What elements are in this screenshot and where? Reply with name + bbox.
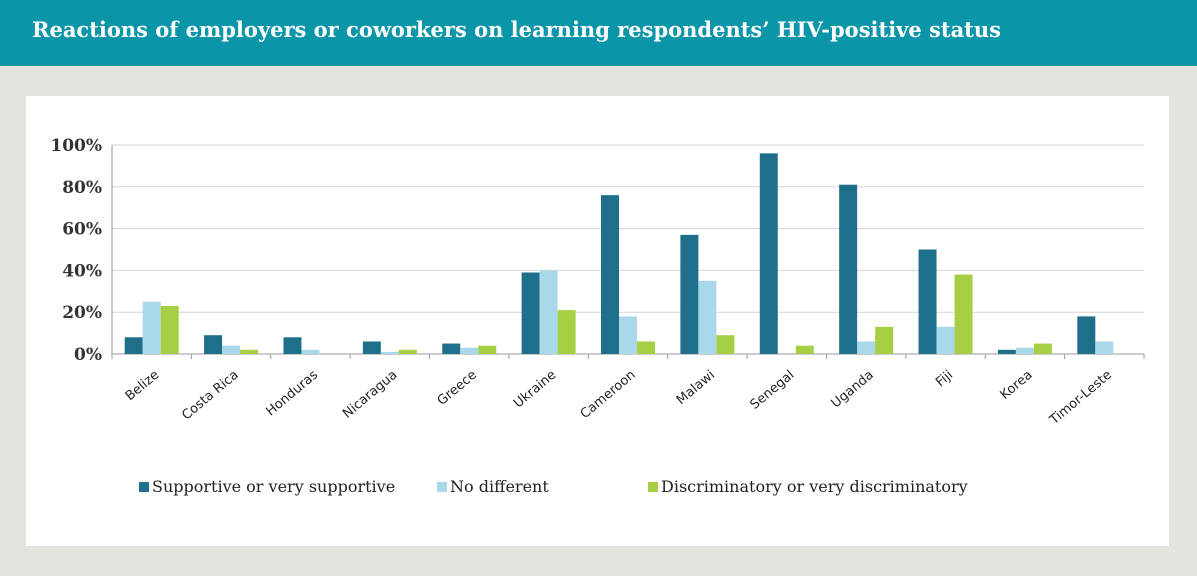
y-tick-label: 60%: [62, 220, 102, 240]
bar-discriminatory-or-very-discriminatory: [240, 349, 259, 354]
bar-no-different: [222, 345, 241, 354]
bar-discriminatory-or-very-discriminatory: [637, 341, 655, 354]
bar-no-different: [619, 316, 637, 354]
legend-label: No different: [450, 477, 549, 496]
chart-panel: 0% 20% 40% 60% 80% 100% Belize Costa Rica Hondur…: [26, 96, 1169, 546]
bar-supportive-or-very-supportive: [362, 341, 381, 354]
y-tick-label: 40%: [62, 261, 102, 281]
bar-no-different: [1095, 341, 1114, 354]
x-tick-label: Cameroon: [578, 368, 639, 423]
bar-discriminatory-or-very-discriminatory: [875, 326, 894, 354]
bar-no-different: [301, 349, 320, 354]
bar-supportive-or-very-supportive: [759, 153, 778, 354]
bar-no-different: [698, 280, 717, 354]
x-tick-label: Korea: [998, 368, 1036, 403]
x-tick-label: Ukraine: [511, 368, 559, 412]
bar-supportive-or-very-supportive: [204, 335, 223, 354]
bar-supportive-or-very-supportive: [997, 349, 1016, 354]
legend-label: Supportive or very supportive: [152, 477, 395, 496]
bar-discriminatory-or-very-discriminatory: [478, 345, 497, 354]
legend-swatch: [139, 482, 149, 492]
bar-discriminatory-or-very-discriminatory: [1033, 343, 1052, 354]
x-tick-label: Uganda: [829, 368, 877, 412]
bar-supportive-or-very-supportive: [283, 337, 302, 354]
legend-label: Discriminatory or very discriminatory: [661, 477, 968, 496]
legend-swatch: [437, 482, 447, 492]
bar-no-different: [1015, 347, 1034, 354]
bar-discriminatory-or-very-discriminatory: [716, 335, 735, 354]
bar-no-different: [936, 326, 955, 354]
x-tick-label: Fiji: [933, 368, 956, 391]
bar-no-different: [380, 351, 399, 354]
bar-discriminatory-or-very-discriminatory: [160, 305, 179, 354]
x-tick-label: Timor-Leste: [1046, 368, 1115, 429]
x-tick-label: Honduras: [263, 367, 321, 419]
x-tick-label: Malawi: [674, 368, 718, 408]
x-tick-label: Nicaragua: [340, 368, 400, 422]
chart-title: Reactions of employers or coworkers on l…: [32, 17, 1001, 42]
x-tick-label: Costa Rica: [179, 368, 241, 424]
x-tick-label: Senegal: [748, 368, 798, 413]
bar-supportive-or-very-supportive: [680, 234, 699, 354]
bar-supportive-or-very-supportive: [442, 343, 461, 354]
y-tick-label: 0%: [74, 345, 102, 365]
bar-no-different: [857, 341, 876, 354]
bar-supportive-or-very-supportive: [521, 272, 540, 354]
title-banner: Reactions of employers or coworkers on l…: [0, 0, 1197, 66]
bar-no-different: [142, 301, 161, 354]
bar-no-different: [460, 347, 479, 354]
bar-chart: 0% 20% 40% 60% 80% 100% Belize Costa Rica Hondur…: [50, 136, 1145, 496]
x-tick-label: Greece: [435, 368, 480, 409]
bar-no-different: [539, 270, 558, 354]
bar-supportive-or-very-supportive: [839, 184, 858, 354]
legend-swatch: [648, 482, 658, 492]
bar-discriminatory-or-very-discriminatory: [398, 349, 417, 354]
bar-supportive-or-very-supportive: [601, 195, 619, 354]
bar-supportive-or-very-supportive: [1077, 316, 1096, 354]
bar-supportive-or-very-supportive: [918, 249, 937, 354]
bar-supportive-or-very-supportive: [124, 337, 143, 354]
bar-discriminatory-or-very-discriminatory: [954, 274, 973, 354]
y-tick-label: 20%: [62, 303, 102, 323]
bar-discriminatory-or-very-discriminatory: [795, 345, 814, 354]
x-tick-label: Belize: [123, 368, 162, 405]
y-tick-label: 100%: [50, 136, 102, 156]
bar-discriminatory-or-very-discriminatory: [557, 310, 576, 354]
y-tick-label: 80%: [62, 178, 102, 198]
